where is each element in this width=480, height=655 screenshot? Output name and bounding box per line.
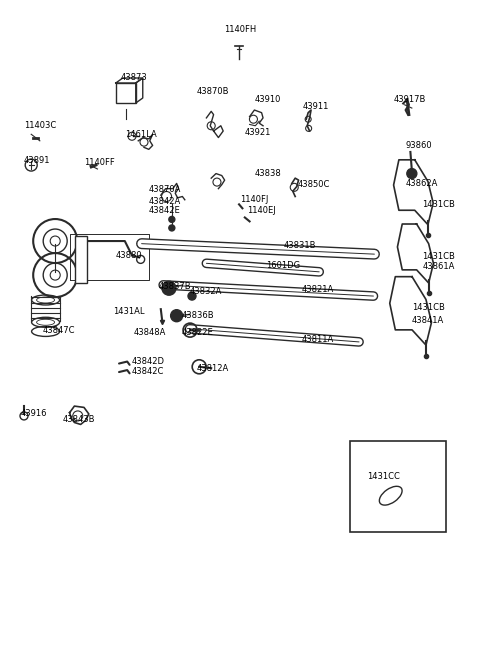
Bar (75, 236, 87, 283)
Text: 43843B: 43843B (62, 415, 95, 424)
Text: 43870A: 43870A (149, 185, 181, 195)
Text: 1431CB: 1431CB (412, 303, 444, 312)
Text: 43842D: 43842D (132, 357, 165, 366)
Text: 1140FJ: 1140FJ (240, 195, 268, 204)
Text: 43822E: 43822E (181, 328, 213, 337)
Text: 43841A: 43841A (412, 316, 444, 326)
Ellipse shape (379, 486, 402, 505)
Text: 43880: 43880 (115, 251, 142, 260)
Text: 43862A: 43862A (406, 179, 438, 188)
Text: 1431CB: 1431CB (422, 252, 455, 261)
Circle shape (162, 281, 176, 295)
Text: 43842E: 43842E (149, 206, 180, 215)
Circle shape (188, 292, 196, 300)
Text: 43873: 43873 (121, 73, 148, 82)
Text: 1431AL: 1431AL (113, 307, 144, 316)
Text: 43891: 43891 (24, 156, 50, 165)
Text: 43850C: 43850C (298, 180, 330, 189)
Text: 1431CC: 1431CC (367, 472, 400, 481)
Circle shape (169, 225, 175, 231)
Text: 43837B: 43837B (158, 282, 191, 291)
Circle shape (171, 310, 182, 322)
Bar (116, 83, 136, 103)
Text: 43861A: 43861A (422, 262, 455, 271)
Text: 43921: 43921 (245, 128, 271, 137)
Text: 1140FH: 1140FH (224, 25, 256, 34)
Text: 93860: 93860 (406, 141, 432, 150)
Text: 43842A: 43842A (149, 196, 181, 206)
Circle shape (407, 168, 417, 179)
Text: 43916: 43916 (20, 409, 47, 419)
Text: 43838: 43838 (254, 169, 281, 178)
Text: 43811A: 43811A (301, 335, 334, 344)
Text: 1601DG: 1601DG (266, 261, 300, 270)
Text: 43911: 43911 (302, 102, 329, 111)
Circle shape (169, 216, 175, 223)
Text: 1461LA: 1461LA (125, 130, 156, 139)
Text: 43842C: 43842C (132, 367, 164, 376)
Text: 43847C: 43847C (42, 326, 75, 335)
Text: 43832A: 43832A (190, 287, 222, 296)
Text: 43910: 43910 (254, 95, 281, 104)
Text: 11403C: 11403C (24, 121, 56, 130)
Text: 43848A: 43848A (133, 328, 166, 337)
Text: 1140EJ: 1140EJ (247, 206, 276, 215)
Text: 43836B: 43836B (181, 311, 214, 320)
Text: 43870B: 43870B (197, 87, 229, 96)
Text: 43917B: 43917B (394, 95, 426, 104)
Text: 43831B: 43831B (283, 241, 316, 250)
Bar (350, 441, 446, 532)
Text: 43812A: 43812A (197, 364, 229, 373)
Text: 1431CB: 1431CB (422, 200, 455, 209)
Text: 43821A: 43821A (301, 285, 334, 294)
Text: 1140FF: 1140FF (84, 158, 115, 167)
